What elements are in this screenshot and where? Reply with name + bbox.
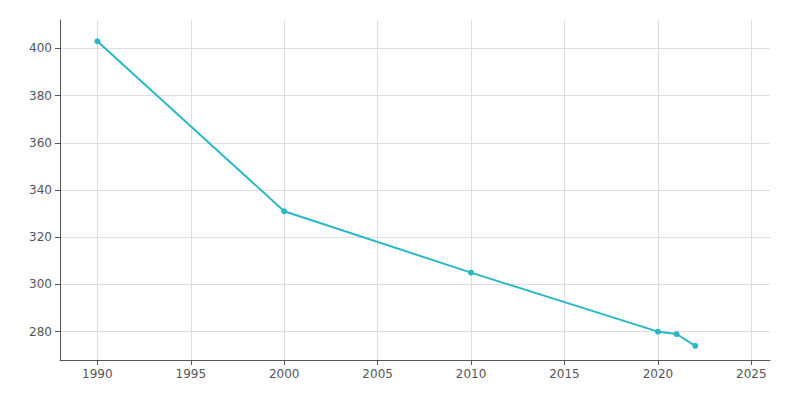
svg-text:380: 380	[29, 89, 52, 103]
svg-text:2020: 2020	[643, 367, 674, 381]
svg-text:2015: 2015	[549, 367, 580, 381]
svg-text:1995: 1995	[176, 367, 207, 381]
svg-text:320: 320	[29, 230, 52, 244]
svg-text:360: 360	[29, 136, 52, 150]
svg-text:2005: 2005	[362, 367, 393, 381]
svg-text:2000: 2000	[269, 367, 300, 381]
svg-text:2025: 2025	[736, 367, 767, 381]
svg-text:1990: 1990	[82, 367, 113, 381]
svg-text:280: 280	[29, 325, 52, 339]
svg-text:300: 300	[29, 277, 52, 291]
svg-text:400: 400	[29, 41, 52, 55]
svg-text:340: 340	[29, 183, 52, 197]
svg-text:2010: 2010	[456, 367, 487, 381]
